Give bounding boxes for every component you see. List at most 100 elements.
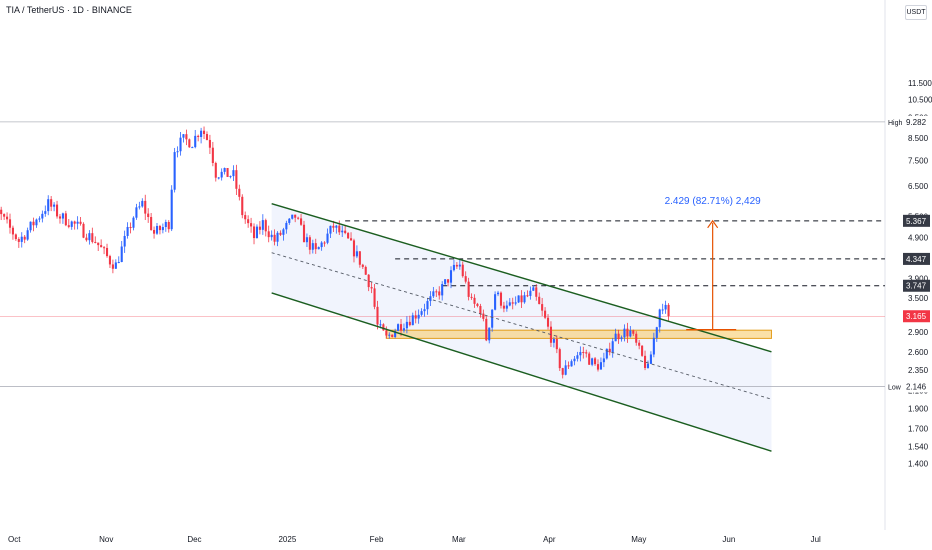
candle bbox=[214, 161, 217, 182]
candle-body bbox=[426, 301, 429, 310]
candle-body bbox=[132, 217, 135, 228]
y-tick-label: 3.900 bbox=[908, 275, 929, 284]
candle-body bbox=[88, 233, 91, 241]
candle bbox=[429, 291, 432, 306]
candle bbox=[496, 290, 500, 297]
candle-body bbox=[638, 342, 641, 346]
candle bbox=[632, 329, 635, 336]
candle bbox=[546, 314, 550, 330]
candle bbox=[191, 146, 194, 149]
candle-body bbox=[499, 292, 503, 306]
candle bbox=[91, 227, 94, 244]
high-tag: High bbox=[888, 120, 903, 127]
candle-body bbox=[300, 218, 303, 225]
candle bbox=[294, 214, 297, 223]
candle-body bbox=[223, 167, 226, 172]
candle-body bbox=[329, 225, 332, 234]
candle bbox=[20, 232, 23, 248]
currency-selector[interactable]: USDT bbox=[905, 5, 927, 20]
candle-body bbox=[491, 309, 494, 328]
candle-body bbox=[167, 221, 170, 230]
candle bbox=[252, 223, 256, 245]
candle-body bbox=[635, 333, 638, 343]
candle bbox=[282, 227, 285, 241]
candle-body bbox=[358, 251, 361, 265]
candle bbox=[405, 316, 408, 334]
candle bbox=[147, 208, 150, 223]
candle bbox=[285, 220, 288, 234]
candle bbox=[11, 225, 14, 240]
candle bbox=[582, 346, 585, 359]
candle bbox=[41, 210, 44, 223]
candle-body bbox=[376, 306, 379, 325]
resistance-1-label: 5.367 bbox=[906, 217, 927, 226]
candle bbox=[397, 323, 400, 332]
x-tick-label: Dec bbox=[187, 535, 201, 544]
candle-body bbox=[70, 221, 73, 227]
candle-body bbox=[135, 207, 138, 218]
candle-body bbox=[6, 216, 9, 220]
candle bbox=[541, 297, 544, 317]
y-tick-label: 1.540 bbox=[908, 442, 929, 451]
candle-body bbox=[344, 230, 347, 234]
candle bbox=[105, 243, 109, 258]
candle-body bbox=[488, 327, 491, 341]
candle bbox=[261, 214, 264, 235]
candle-body bbox=[591, 358, 594, 365]
candle bbox=[44, 205, 47, 217]
candle bbox=[596, 359, 600, 372]
candle bbox=[100, 239, 103, 248]
candle-body bbox=[170, 189, 173, 230]
candle bbox=[200, 127, 203, 144]
candle-body bbox=[397, 324, 400, 331]
candle-body bbox=[423, 309, 426, 312]
candle bbox=[314, 238, 317, 254]
candle bbox=[14, 233, 17, 241]
x-tick-label: May bbox=[631, 535, 646, 544]
candle bbox=[302, 220, 306, 243]
candle-body bbox=[44, 211, 47, 214]
candle-body bbox=[514, 302, 517, 304]
candle-body bbox=[305, 237, 308, 243]
candle-body bbox=[382, 324, 385, 331]
candle-body bbox=[85, 237, 88, 241]
candle-body bbox=[385, 330, 388, 336]
x-tick-label: Apr bbox=[543, 535, 556, 544]
candle-body bbox=[435, 291, 438, 293]
channel-fill bbox=[271, 203, 772, 452]
candle bbox=[646, 360, 650, 369]
candle-body bbox=[467, 281, 470, 297]
candle-body bbox=[667, 304, 670, 317]
x-tick-label: Nov bbox=[99, 535, 113, 544]
candle-body bbox=[241, 196, 244, 216]
candle-body bbox=[655, 327, 658, 338]
candle-body bbox=[150, 217, 153, 230]
candle-body bbox=[485, 318, 488, 341]
candle-body bbox=[438, 291, 441, 296]
x-tick-label: 2025 bbox=[278, 535, 296, 544]
candle-body bbox=[232, 170, 235, 177]
candle bbox=[508, 298, 511, 307]
resistance-2-label: 4.347 bbox=[906, 255, 927, 264]
candle bbox=[229, 175, 232, 179]
candle-body bbox=[517, 295, 520, 303]
candle bbox=[232, 165, 235, 181]
candle bbox=[623, 324, 626, 342]
candle bbox=[64, 210, 67, 227]
resistance-1-label-bg bbox=[903, 214, 930, 227]
candle-body bbox=[32, 221, 35, 226]
candle-body bbox=[114, 262, 117, 269]
candle-body bbox=[352, 240, 356, 257]
candle bbox=[438, 286, 441, 300]
candle-body bbox=[520, 295, 523, 303]
candle bbox=[420, 308, 423, 317]
candle bbox=[194, 129, 197, 149]
candle bbox=[426, 297, 429, 315]
candle bbox=[300, 214, 303, 226]
candle bbox=[108, 254, 112, 269]
candle bbox=[208, 134, 211, 154]
candle-body bbox=[444, 279, 447, 285]
candle bbox=[305, 233, 308, 248]
candle bbox=[32, 217, 35, 232]
